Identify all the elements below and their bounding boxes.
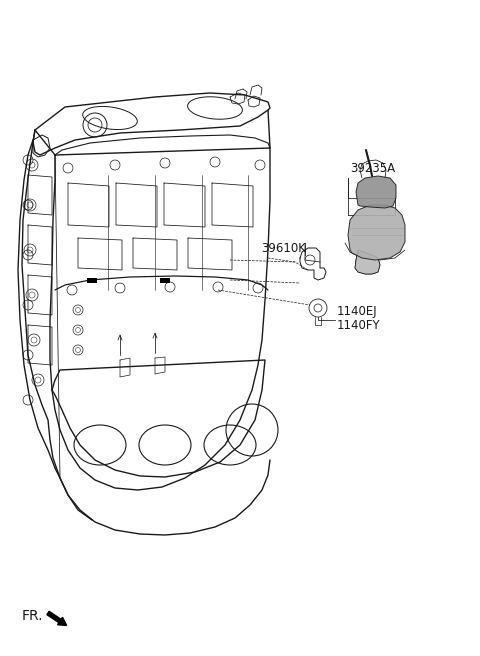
FancyArrow shape bbox=[47, 611, 67, 625]
Polygon shape bbox=[356, 176, 396, 208]
Polygon shape bbox=[87, 278, 97, 283]
Text: 1140FY: 1140FY bbox=[337, 319, 381, 332]
Polygon shape bbox=[160, 278, 170, 283]
Text: 39610K: 39610K bbox=[261, 241, 306, 255]
Polygon shape bbox=[348, 205, 405, 260]
Text: FR.: FR. bbox=[22, 609, 44, 623]
Text: 39235A: 39235A bbox=[350, 162, 395, 175]
Polygon shape bbox=[355, 250, 380, 274]
Text: 1140EJ: 1140EJ bbox=[337, 305, 378, 318]
